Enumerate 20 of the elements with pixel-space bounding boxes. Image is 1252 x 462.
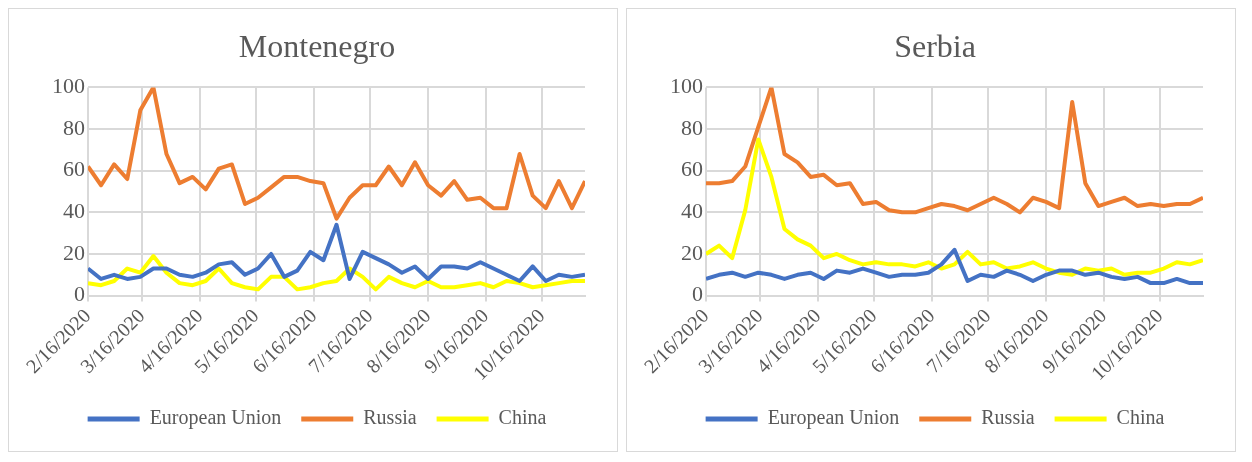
y-tick-label: 100	[670, 73, 703, 99]
y-tick-label: 100	[52, 73, 85, 99]
y-tick-label: 80	[681, 114, 703, 140]
y-tick-label: 60	[681, 156, 703, 182]
legend-label: Russia	[363, 406, 417, 429]
legend-label: European Union	[767, 406, 900, 430]
y-tick-label: 40	[681, 198, 703, 224]
y-tick-label: 60	[63, 156, 85, 182]
y-tick-label: 20	[681, 239, 703, 265]
chart-title: Serbia	[894, 27, 976, 64]
y-tick-label: 40	[63, 198, 85, 224]
y-tick-label: 20	[63, 239, 85, 265]
y-tick-label: 0	[692, 281, 703, 307]
legend-label: China	[498, 406, 547, 429]
chart-title: Montenegro	[238, 27, 396, 64]
y-tick-label: 0	[74, 281, 85, 307]
legend-label: China	[1116, 406, 1165, 429]
y-tick-label: 80	[63, 114, 85, 140]
legend-label: Russia	[981, 406, 1035, 429]
legend-label: European Union	[149, 406, 282, 430]
